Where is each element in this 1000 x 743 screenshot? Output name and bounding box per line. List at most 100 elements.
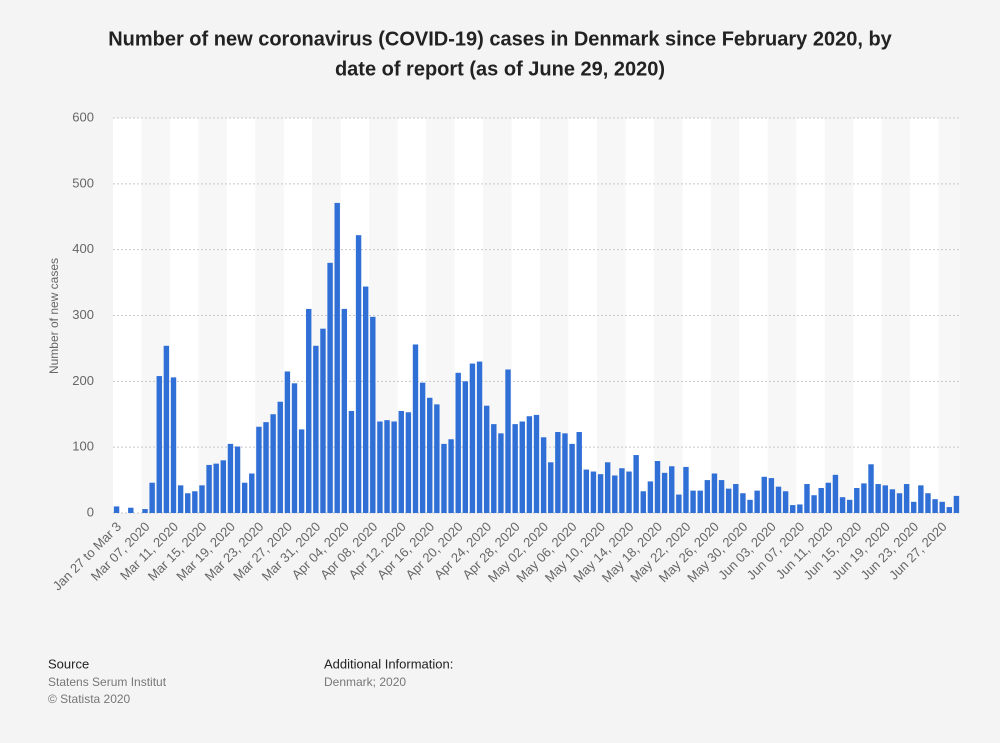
- y-axis-label: Number of new cases: [47, 258, 61, 374]
- bar: [576, 432, 582, 513]
- bar: [782, 491, 789, 513]
- bar: [604, 462, 611, 513]
- bar: [654, 460, 661, 513]
- bar: [882, 485, 888, 513]
- y-tick-label: 100: [72, 439, 94, 454]
- bar: [825, 482, 832, 513]
- bar: [469, 363, 476, 513]
- bar: [953, 495, 960, 513]
- bar: [441, 443, 447, 513]
- bar: [761, 476, 767, 513]
- bar: [512, 424, 518, 513]
- bar: [177, 485, 184, 513]
- bar: [540, 437, 547, 513]
- bar: [206, 464, 212, 513]
- bar: [889, 489, 896, 513]
- bar: [170, 377, 177, 513]
- bar: [334, 202, 340, 514]
- bar: [669, 466, 675, 513]
- bar: [612, 475, 618, 513]
- bar: [725, 488, 732, 513]
- y-tick-label: 600: [72, 109, 94, 124]
- bar: [398, 410, 404, 513]
- bar: [306, 308, 312, 513]
- bar: [348, 410, 355, 513]
- bar: [320, 328, 326, 513]
- bar: [590, 471, 597, 513]
- bar: [263, 422, 269, 513]
- bar: [733, 484, 739, 513]
- bar: [718, 480, 725, 513]
- bar: [519, 421, 525, 513]
- bar: [377, 421, 383, 513]
- bar: [868, 464, 874, 513]
- bar: [462, 381, 469, 513]
- bar: [804, 484, 810, 513]
- y-tick-label: 200: [72, 373, 94, 388]
- bar: [476, 361, 483, 513]
- bar: [185, 493, 191, 513]
- bar: [839, 497, 846, 513]
- bar: [661, 472, 668, 513]
- info-heading: Additional Information:: [324, 656, 453, 671]
- bar: [149, 482, 155, 513]
- bar: [213, 463, 219, 513]
- bar: [370, 316, 376, 513]
- bar: [313, 345, 319, 513]
- bar: [548, 462, 554, 513]
- y-tick-label: 0: [87, 504, 94, 519]
- bar: [832, 474, 839, 513]
- bar: [683, 466, 689, 513]
- bar: [911, 501, 917, 513]
- bar: [562, 433, 568, 513]
- bar: [412, 344, 419, 513]
- bar: [192, 491, 198, 513]
- bar: [220, 460, 227, 513]
- bar: [291, 383, 298, 513]
- chart-title: date of report (as of June 29, 2020): [335, 58, 665, 80]
- bar: [633, 455, 639, 513]
- bar: [526, 416, 533, 513]
- info: Denmark; 2020: [324, 675, 406, 689]
- bar: [419, 382, 426, 513]
- bar: [903, 484, 910, 513]
- bar: [946, 507, 953, 513]
- bar: [740, 493, 746, 513]
- bar: [483, 405, 490, 513]
- bar: [918, 485, 924, 513]
- chart-title: Number of new coronavirus (COVID-19) cas…: [108, 28, 892, 50]
- bar: [854, 487, 860, 513]
- bar: [298, 429, 305, 513]
- bar: [277, 401, 283, 513]
- bar: [846, 499, 853, 513]
- bar: [249, 473, 255, 513]
- bar: [341, 308, 348, 513]
- bar: [932, 499, 938, 513]
- bar: [711, 473, 718, 513]
- bar: [455, 372, 461, 513]
- bar: [704, 480, 711, 513]
- bar: [256, 426, 262, 513]
- bar: [156, 376, 162, 513]
- bar: [775, 486, 782, 513]
- bar: [113, 506, 120, 513]
- bar: [619, 468, 625, 513]
- bar: [768, 478, 775, 513]
- y-tick-label: 300: [72, 307, 94, 322]
- bar: [448, 439, 454, 513]
- bar: [555, 432, 561, 513]
- bar: [491, 424, 497, 513]
- bar: [505, 369, 511, 513]
- bar: [362, 286, 369, 513]
- bar: [384, 420, 390, 513]
- bar: [747, 499, 753, 513]
- bar: [569, 443, 575, 513]
- bar: [405, 412, 412, 513]
- bar: [498, 433, 504, 513]
- bar: [128, 507, 134, 513]
- bar: [676, 494, 682, 513]
- bar: [925, 493, 931, 513]
- bar: [434, 404, 440, 513]
- bar: [939, 501, 945, 513]
